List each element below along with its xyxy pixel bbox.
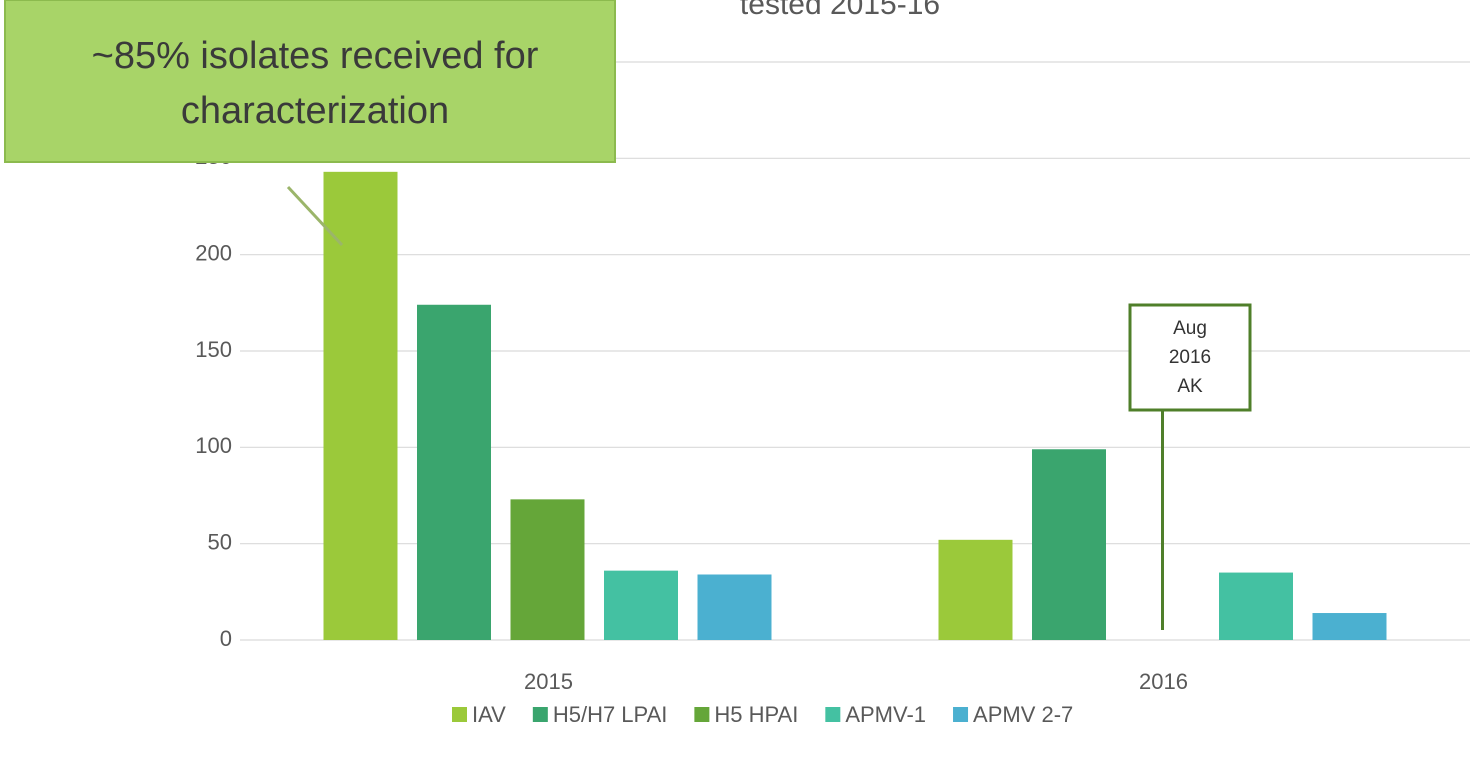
callout-text: 2016 xyxy=(1169,347,1211,368)
legend-label: H5 HPAI xyxy=(714,702,798,727)
callout-text: AK xyxy=(1177,376,1203,397)
bar xyxy=(417,304,491,640)
bar xyxy=(323,171,398,640)
legend-label: H5/H7 LPAI xyxy=(553,702,668,727)
legend: IAV H5/H7 LPAI H5 HPAI APMV-1 APMV 2-7 xyxy=(452,702,1073,727)
legend-label: APMV-1 xyxy=(845,702,926,727)
y-tick-label: 200 xyxy=(195,240,232,265)
bar xyxy=(604,570,678,640)
x-tick-label: 2016 xyxy=(1139,669,1188,694)
bar xyxy=(1032,449,1106,640)
y-tick-label: 150 xyxy=(195,337,232,362)
callout-text: Aug xyxy=(1173,318,1207,339)
bar xyxy=(510,499,585,640)
legend-label: APMV 2-7 xyxy=(973,702,1073,727)
annotation-box xyxy=(4,0,616,163)
legend-swatch xyxy=(694,707,710,722)
legend-swatch xyxy=(452,707,467,722)
bar xyxy=(697,574,772,640)
legend-swatch xyxy=(825,707,841,722)
legend-swatch xyxy=(953,707,969,722)
chart-title: tested 2015-16 xyxy=(740,0,940,21)
bar xyxy=(1312,613,1387,640)
x-tick-label: 2015 xyxy=(524,669,573,694)
annotation-text: characterization xyxy=(181,90,449,132)
annotation-line xyxy=(286,185,344,247)
bar xyxy=(1219,572,1293,640)
callout-box xyxy=(1128,303,1252,412)
legend-label: IAV xyxy=(472,702,506,727)
y-tick-label: 100 xyxy=(195,433,232,458)
annotation-text: ~85% isolates received for xyxy=(92,35,539,77)
bar xyxy=(938,539,1013,640)
y-tick-label: 0 xyxy=(220,626,232,651)
legend-swatch xyxy=(532,707,548,722)
y-tick-label: 50 xyxy=(208,529,232,554)
